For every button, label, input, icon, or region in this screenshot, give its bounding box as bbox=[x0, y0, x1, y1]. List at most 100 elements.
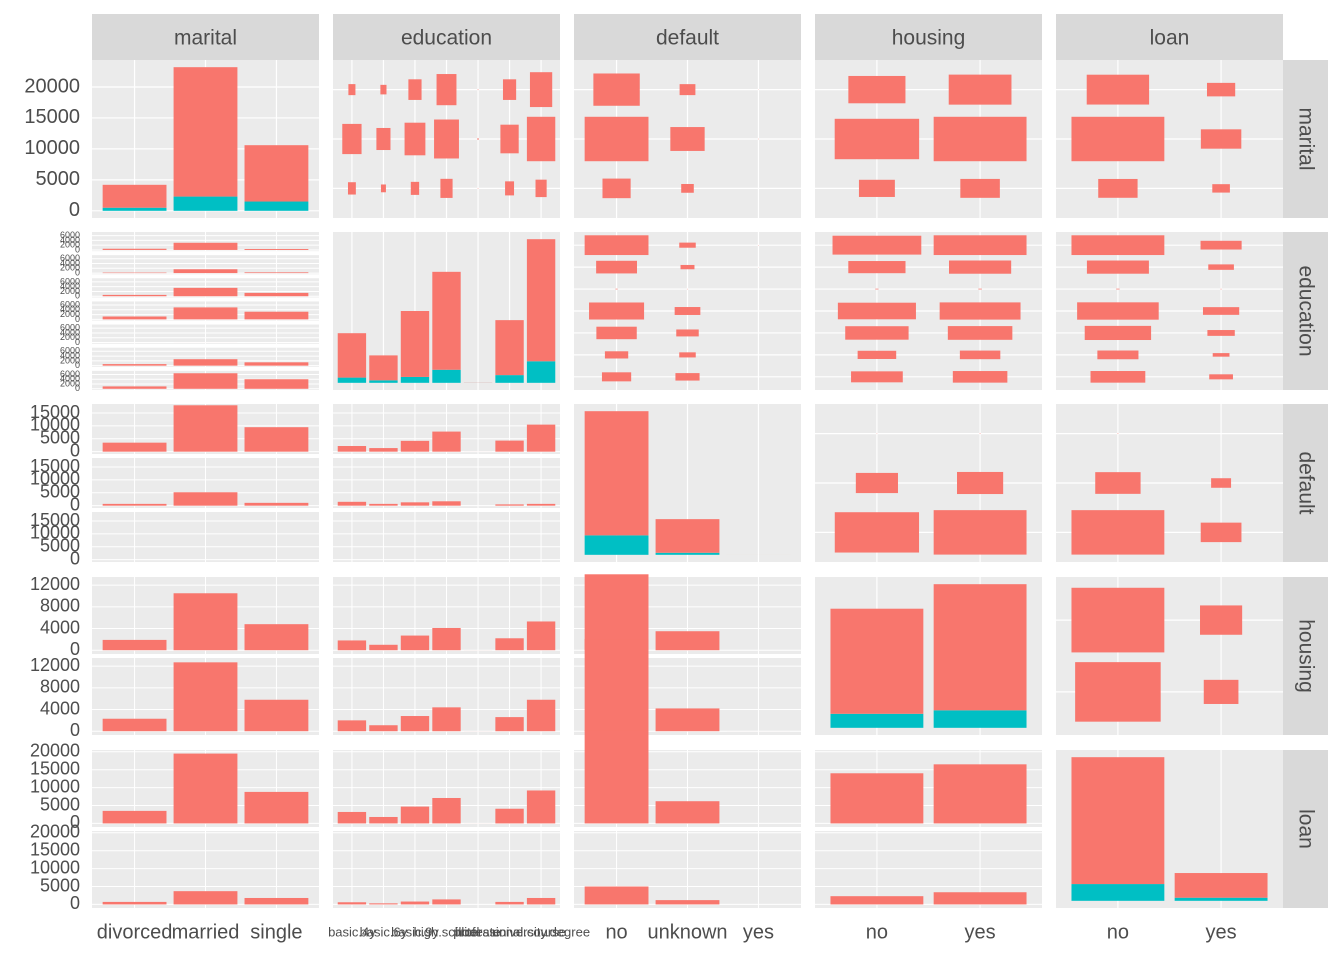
x-tick-label: no bbox=[866, 921, 888, 943]
bar bbox=[401, 636, 429, 651]
tile bbox=[536, 180, 547, 197]
x-tick-label: unknown bbox=[647, 921, 727, 943]
bar bbox=[527, 425, 555, 452]
x-tick-label: no bbox=[1107, 921, 1129, 943]
y-tick-label: 20000 bbox=[24, 75, 80, 97]
bar bbox=[432, 628, 460, 650]
tile bbox=[602, 372, 631, 381]
y-tick-label: 12000 bbox=[30, 574, 80, 594]
bar bbox=[585, 730, 649, 823]
tile bbox=[851, 371, 903, 382]
y-tick-label: 6000 bbox=[60, 230, 80, 240]
tile bbox=[680, 84, 696, 95]
tile bbox=[1200, 605, 1242, 634]
bar bbox=[103, 386, 167, 388]
bar bbox=[830, 609, 923, 714]
bar bbox=[338, 812, 366, 823]
tile bbox=[676, 329, 698, 336]
bar bbox=[527, 898, 555, 904]
bar bbox=[174, 891, 238, 904]
bar bbox=[585, 574, 649, 650]
y-tick-label: 0 bbox=[70, 893, 80, 913]
tile bbox=[833, 236, 922, 255]
bar bbox=[495, 902, 523, 905]
tile bbox=[858, 351, 897, 359]
x-tick-label: university.degree bbox=[492, 924, 590, 939]
bar bbox=[934, 764, 1027, 823]
tile bbox=[1087, 75, 1149, 105]
bar bbox=[527, 504, 555, 506]
bar bbox=[245, 700, 309, 731]
tile bbox=[605, 351, 628, 358]
tile bbox=[505, 181, 514, 195]
bar bbox=[245, 792, 309, 824]
tile bbox=[1209, 374, 1233, 379]
bar bbox=[401, 716, 429, 731]
bar bbox=[585, 411, 649, 535]
bar bbox=[369, 448, 397, 452]
bar bbox=[656, 553, 720, 555]
bar bbox=[338, 502, 366, 506]
tile bbox=[957, 472, 1003, 494]
bar bbox=[245, 312, 309, 320]
bar bbox=[338, 720, 366, 731]
y-tick-label: 6000 bbox=[60, 346, 80, 356]
tile bbox=[856, 473, 898, 493]
tile bbox=[953, 371, 1008, 383]
bar bbox=[656, 708, 720, 731]
bar bbox=[369, 504, 397, 506]
bar bbox=[245, 362, 309, 365]
bar bbox=[174, 593, 238, 650]
y-tick-label: 8000 bbox=[40, 596, 80, 616]
bar bbox=[174, 307, 238, 319]
bar bbox=[401, 311, 429, 377]
bar bbox=[495, 717, 523, 731]
tile bbox=[1077, 302, 1159, 319]
tile bbox=[675, 373, 699, 380]
tile bbox=[1201, 523, 1242, 542]
tile bbox=[380, 85, 386, 95]
bar bbox=[174, 492, 238, 505]
tile bbox=[675, 307, 701, 315]
tile bbox=[1213, 353, 1230, 357]
tile bbox=[681, 265, 695, 269]
right-strip-label: loan bbox=[1294, 809, 1317, 849]
bar bbox=[369, 645, 397, 650]
tile bbox=[934, 117, 1027, 161]
bar bbox=[585, 535, 649, 554]
x-tick-label: married bbox=[172, 921, 240, 943]
bar bbox=[103, 317, 167, 320]
y-tick-label: 15000 bbox=[30, 402, 80, 422]
bar bbox=[830, 714, 923, 728]
tile bbox=[934, 235, 1027, 255]
bar bbox=[103, 185, 167, 208]
tile bbox=[1071, 117, 1164, 161]
bar bbox=[830, 896, 923, 904]
tile bbox=[596, 327, 636, 339]
tile bbox=[1087, 261, 1149, 274]
tile bbox=[960, 179, 1000, 198]
bar bbox=[495, 638, 523, 650]
bar bbox=[369, 817, 397, 823]
y-tick-label: 15000 bbox=[30, 510, 80, 530]
bar bbox=[495, 320, 523, 375]
bar bbox=[174, 288, 238, 296]
tile bbox=[1201, 129, 1241, 148]
y-tick-label: 20000 bbox=[30, 822, 80, 842]
bar bbox=[103, 811, 167, 824]
bar bbox=[174, 243, 238, 250]
bar bbox=[103, 504, 167, 506]
top-strip-label: education bbox=[401, 27, 492, 50]
tile bbox=[589, 302, 644, 319]
y-tick-label: 0 bbox=[70, 720, 80, 740]
top-strip-label: default bbox=[656, 27, 719, 50]
top-strip-label: marital bbox=[174, 27, 237, 50]
tile bbox=[440, 179, 452, 198]
x-tick-label: divorced bbox=[97, 921, 173, 943]
bar bbox=[174, 197, 238, 211]
tile bbox=[408, 79, 421, 100]
bar bbox=[934, 710, 1027, 728]
bar bbox=[174, 662, 238, 731]
tile bbox=[1071, 588, 1164, 653]
bar bbox=[245, 624, 309, 650]
